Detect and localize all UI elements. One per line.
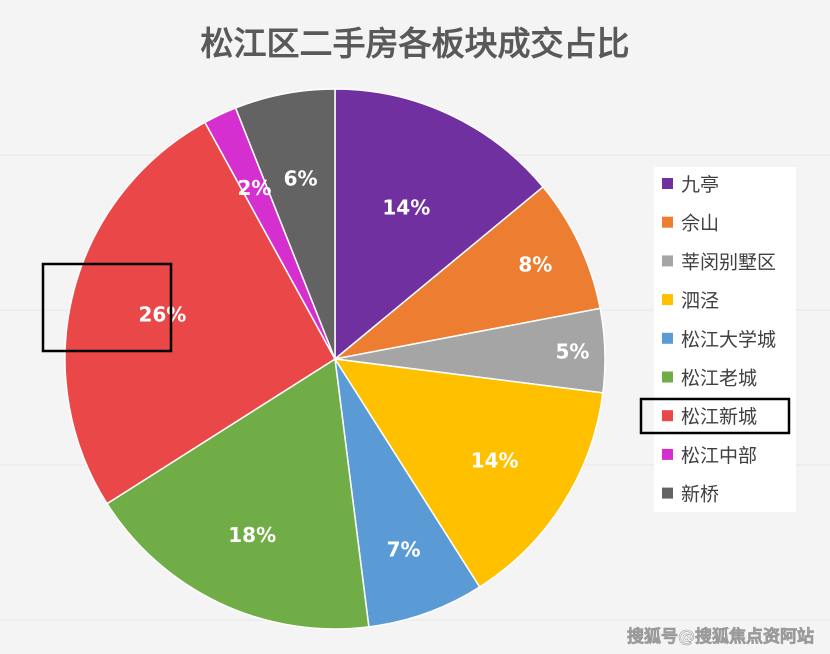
- pie-data-label-4: 14%: [471, 448, 519, 472]
- legend-label-3: 莘闵别墅区: [681, 251, 776, 273]
- legend-label-1: 九亭: [681, 174, 719, 196]
- pie-data-label-5: 7%: [387, 538, 421, 562]
- pie-data-label-2: 8%: [518, 253, 552, 277]
- legend-label-9: 新桥: [681, 484, 719, 506]
- legend-label-6: 松江老城: [681, 368, 757, 390]
- legend-swatch-1: [662, 178, 673, 189]
- chart-title: 松江区二手房各板块成交占比: [201, 24, 630, 63]
- pie-slice-9: [234, 88, 336, 360]
- pie-data-label-6: 18%: [228, 523, 276, 547]
- legend-swatch-4: [662, 294, 673, 306]
- legend-label-5: 松江大学城: [681, 329, 776, 351]
- pie-data-labels: 14% 8% 5% 14% 7% 18% 26% 2% 6%: [138, 167, 589, 562]
- legend-label-8: 松江中部: [681, 445, 757, 467]
- legend-swatch-2: [662, 216, 673, 228]
- legend-background: [654, 167, 796, 512]
- pie-slice-7: [64, 121, 336, 505]
- pie-slice-4: [333, 358, 604, 589]
- legend-label-2: 佘山: [681, 213, 719, 235]
- pie-slice-1: [334, 88, 545, 361]
- pie-slice-6: [105, 357, 370, 630]
- highlight-box-legend: [639, 397, 791, 435]
- highlight-box-slice: [41, 262, 173, 353]
- legend-swatch-6: [662, 371, 673, 383]
- legend-swatch-7: [662, 410, 673, 422]
- legend-swatch-8: [662, 448, 673, 460]
- pie-data-label-1: 14%: [382, 196, 430, 220]
- legend-swatch-3: [662, 255, 673, 267]
- legend-swatch-9: [662, 487, 673, 499]
- watermark-text: 搜狐号@搜狐焦点资阿站: [627, 626, 814, 647]
- pie-data-label-9: 6%: [284, 167, 318, 191]
- pie-slice-5: [334, 358, 481, 628]
- pie-data-label-7: 26%: [138, 303, 186, 327]
- pie-slice-2: [334, 185, 602, 360]
- pie-data-label-8: 2%: [238, 176, 272, 200]
- legend-label-4: 泗泾: [681, 290, 719, 312]
- legend-label-7: 松江新城: [681, 406, 757, 428]
- legend-swatch-5: [662, 332, 673, 344]
- pie-data-label-3: 5%: [556, 340, 590, 364]
- pie-slices: [64, 88, 606, 630]
